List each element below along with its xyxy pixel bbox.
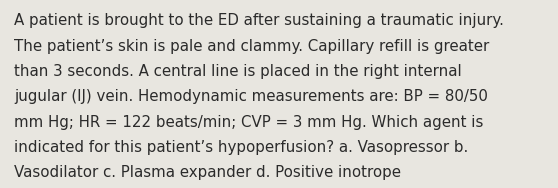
Text: Vasodilator c. Plasma expander d. Positive inotrope: Vasodilator c. Plasma expander d. Positi… (14, 165, 401, 180)
Text: indicated for this patient’s hypoperfusion? a. Vasopressor b.: indicated for this patient’s hypoperfusi… (14, 140, 468, 155)
Text: mm Hg; HR = 122 beats/min; CVP = 3 mm Hg. Which agent is: mm Hg; HR = 122 beats/min; CVP = 3 mm Hg… (14, 115, 483, 130)
Text: A patient is brought to the ED after sustaining a traumatic injury.: A patient is brought to the ED after sus… (14, 13, 504, 28)
Text: The patient’s skin is pale and clammy. Capillary refill is greater: The patient’s skin is pale and clammy. C… (14, 39, 489, 54)
Text: jugular (IJ) vein. Hemodynamic measurements are: BP = 80/50: jugular (IJ) vein. Hemodynamic measureme… (14, 89, 488, 104)
Text: than 3 seconds. A central line is placed in the right internal: than 3 seconds. A central line is placed… (14, 64, 461, 79)
